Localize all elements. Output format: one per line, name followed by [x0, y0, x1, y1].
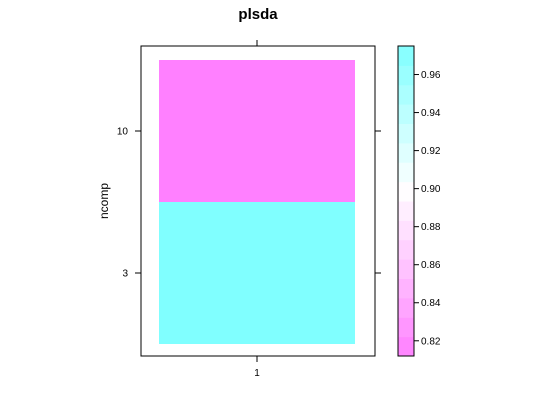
- colorbar-segment: [398, 278, 414, 299]
- colorbar-segment: [398, 123, 414, 144]
- colorbar-segment: [398, 239, 414, 260]
- plot-frame: [140, 45, 376, 357]
- colorbar-segment: [398, 336, 414, 357]
- colorbar-segment: [398, 84, 414, 105]
- colorbar-segment: [398, 259, 414, 279]
- colorbar-segment: [398, 104, 414, 124]
- heatmap-cell-1-10: [159, 60, 355, 202]
- colorbar-frame: [397, 45, 415, 357]
- colorbar-segment: [398, 297, 414, 318]
- colorbar-tick-label: 0.82: [421, 336, 441, 347]
- colorbar-tick-label: 0.90: [421, 184, 441, 195]
- axes: 1 3 10: [117, 40, 381, 379]
- colorbar: 0.82 0.84 0.86 0.88 0.90 0.92 0.94 0.96: [397, 45, 441, 357]
- colorbar-tick-label: 0.86: [421, 260, 441, 271]
- colorbar-segment: [398, 220, 414, 241]
- chart-title: plsda: [238, 6, 278, 23]
- colorbar-tick-label: 0.84: [421, 298, 441, 309]
- heatmap-cell-1-3: [159, 202, 355, 344]
- colorbar-segment: [398, 181, 414, 202]
- colorbar-segment: [398, 162, 414, 183]
- colorbar-segment: [398, 142, 414, 163]
- colorbar-segment: [398, 46, 414, 66]
- heatmap-cells: [159, 60, 355, 344]
- x-tick-label: 1: [254, 368, 260, 379]
- colorbar-tick-label: 0.92: [421, 146, 441, 157]
- y-tick-label: 10: [117, 127, 129, 138]
- colorbar-tick-label: 0.96: [421, 70, 441, 81]
- colorbar-tick-label: 0.94: [421, 108, 441, 119]
- colorbar-segment: [398, 201, 414, 221]
- colorbar-segment: [398, 65, 414, 86]
- y-tick-label: 3: [122, 269, 128, 280]
- colorbar-segment: [398, 317, 414, 338]
- y-axis-label: ncomp: [97, 183, 111, 219]
- colorbar-tick-label: 0.88: [421, 222, 441, 233]
